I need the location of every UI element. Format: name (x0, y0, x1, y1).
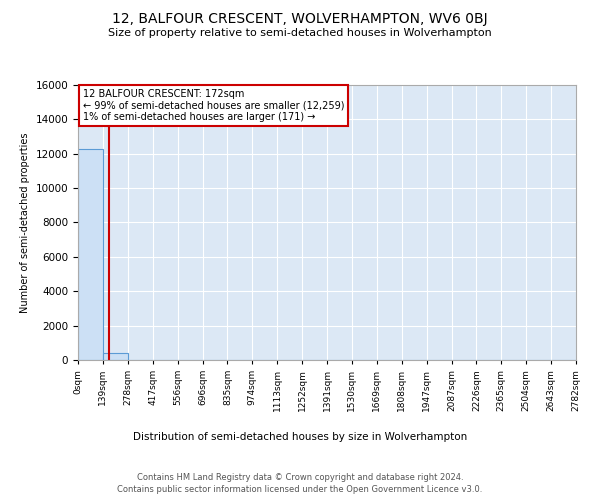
Text: 12 BALFOUR CRESCENT: 172sqm
← 99% of semi-detached houses are smaller (12,259)
1: 12 BALFOUR CRESCENT: 172sqm ← 99% of sem… (83, 89, 344, 122)
Text: Contains HM Land Registry data © Crown copyright and database right 2024.: Contains HM Land Registry data © Crown c… (137, 472, 463, 482)
Text: 12, BALFOUR CRESCENT, WOLVERHAMPTON, WV6 0BJ: 12, BALFOUR CRESCENT, WOLVERHAMPTON, WV6… (112, 12, 488, 26)
Bar (78, 150, 103, 360)
Text: Size of property relative to semi-detached houses in Wolverhampton: Size of property relative to semi-detach… (108, 28, 492, 38)
Bar (103, 352, 128, 360)
Text: Distribution of semi-detached houses by size in Wolverhampton: Distribution of semi-detached houses by … (133, 432, 467, 442)
Text: Contains public sector information licensed under the Open Government Licence v3: Contains public sector information licen… (118, 485, 482, 494)
Y-axis label: Number of semi-detached properties: Number of semi-detached properties (20, 132, 30, 313)
